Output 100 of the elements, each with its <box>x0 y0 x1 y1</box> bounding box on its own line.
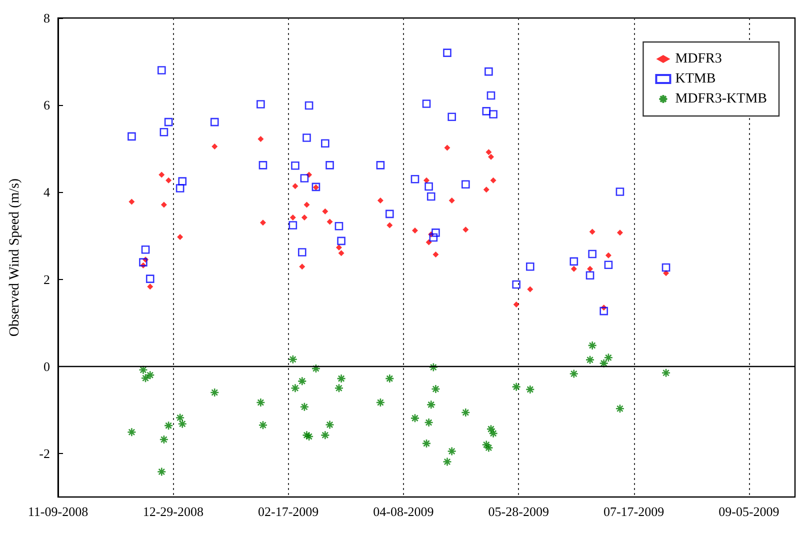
point <box>157 66 166 74</box>
x-tick-label: 11-09-2008 <box>28 504 88 519</box>
point <box>513 302 520 308</box>
point <box>426 192 436 201</box>
point <box>159 434 169 444</box>
point <box>599 358 608 368</box>
point <box>139 258 148 266</box>
point <box>484 443 494 452</box>
point <box>210 388 220 398</box>
point <box>290 383 300 393</box>
point <box>482 440 492 450</box>
point <box>588 250 596 258</box>
point <box>304 101 314 110</box>
point <box>334 222 344 230</box>
point <box>424 182 433 191</box>
point <box>432 228 440 237</box>
point <box>210 118 219 126</box>
point <box>587 266 594 272</box>
point <box>337 236 346 246</box>
point <box>160 202 167 208</box>
legend-label: KTMB <box>675 72 716 86</box>
point <box>447 446 456 456</box>
point <box>322 208 328 214</box>
point <box>605 252 612 258</box>
point <box>385 374 394 384</box>
x-tick-label: 12-29-2008 <box>142 504 204 519</box>
point <box>256 100 265 108</box>
point <box>484 67 493 76</box>
point <box>304 202 310 208</box>
point <box>128 198 135 205</box>
point <box>338 250 344 256</box>
point <box>570 257 578 266</box>
point <box>258 420 268 430</box>
point <box>336 244 342 250</box>
point <box>422 438 432 448</box>
point <box>177 234 184 240</box>
point <box>326 161 334 170</box>
point <box>140 373 150 383</box>
point <box>422 100 431 108</box>
point <box>212 143 218 150</box>
y-tick-label: -2 <box>39 446 50 461</box>
point <box>288 354 298 364</box>
point <box>178 419 188 428</box>
point <box>462 180 470 188</box>
point <box>145 370 155 380</box>
point <box>164 118 173 126</box>
point <box>442 457 452 466</box>
point <box>311 364 321 374</box>
point <box>432 251 439 258</box>
point <box>258 136 264 142</box>
point <box>298 248 306 256</box>
point <box>526 262 534 271</box>
point <box>128 132 136 141</box>
point <box>482 107 491 116</box>
point <box>426 400 436 410</box>
point <box>589 228 596 235</box>
point <box>661 368 671 378</box>
point <box>386 210 394 218</box>
x-tick-label: 07-17-2009 <box>603 504 664 519</box>
point <box>297 376 307 386</box>
y-tick-label: 4 <box>44 184 50 200</box>
point <box>412 228 418 234</box>
point <box>444 144 450 151</box>
point <box>448 197 455 204</box>
point <box>302 430 312 440</box>
point <box>461 408 470 418</box>
point <box>288 221 298 230</box>
point <box>488 154 494 160</box>
point <box>525 384 535 394</box>
point <box>299 264 306 270</box>
legend-label: MDFR3 <box>675 52 722 66</box>
point <box>490 177 496 184</box>
point <box>615 404 625 414</box>
point <box>290 214 296 220</box>
point <box>141 246 150 254</box>
point <box>443 48 452 57</box>
point <box>585 355 595 364</box>
point <box>512 280 520 289</box>
point <box>489 110 498 118</box>
point <box>258 161 268 170</box>
point <box>377 197 384 204</box>
point <box>586 271 594 280</box>
point <box>304 432 314 442</box>
point <box>376 398 386 408</box>
y-axis-title: Observed Wind Speed (m/s) <box>8 178 22 337</box>
point <box>527 286 534 292</box>
point <box>256 398 266 408</box>
point <box>376 161 385 170</box>
point <box>570 266 577 272</box>
point <box>166 177 172 184</box>
x-tick-label: 05-28-2009 <box>488 504 549 519</box>
point <box>320 430 330 440</box>
point <box>462 226 469 233</box>
point <box>158 172 165 178</box>
point <box>321 139 330 148</box>
point <box>334 383 344 393</box>
point <box>300 174 309 182</box>
point <box>147 284 154 290</box>
y-tick-label: 6 <box>44 98 50 113</box>
point <box>616 230 623 236</box>
